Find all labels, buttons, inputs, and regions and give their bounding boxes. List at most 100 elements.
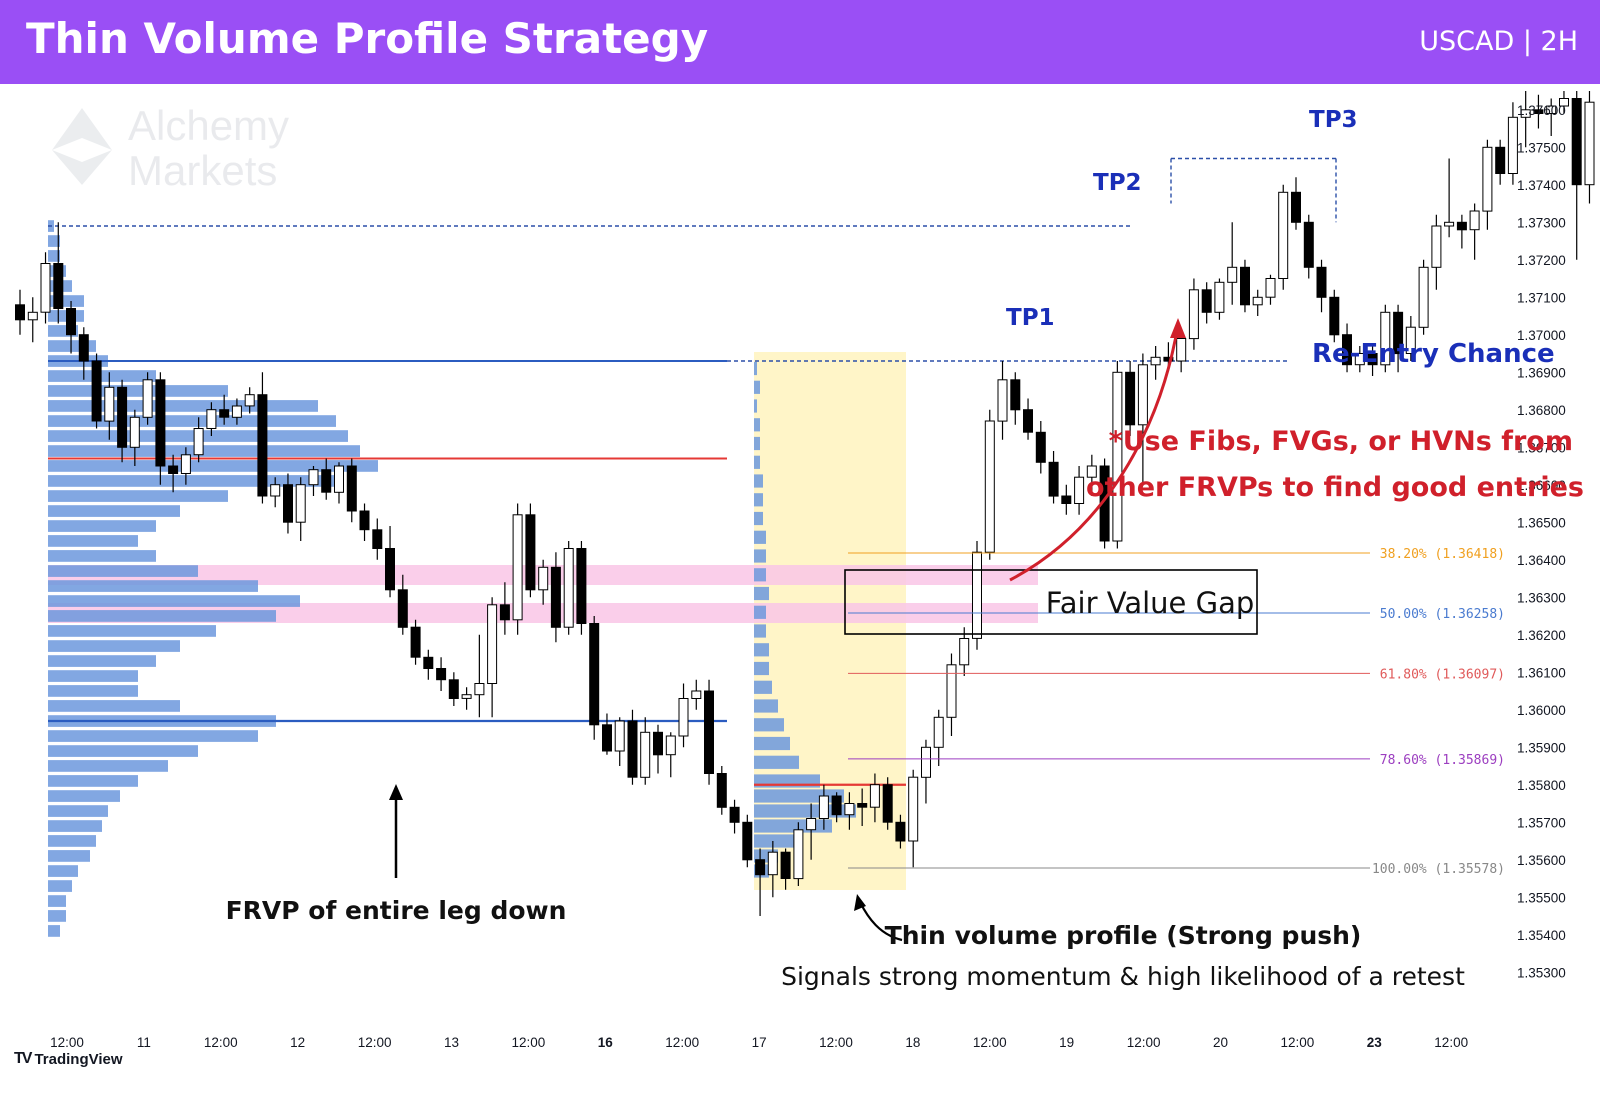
candle-body bbox=[1380, 311, 1391, 366]
candle-body bbox=[308, 469, 319, 486]
candle bbox=[1329, 289, 1340, 343]
candle bbox=[423, 649, 434, 680]
y-tick-label: 1.37400 bbox=[1517, 178, 1566, 193]
frvp-bar bbox=[48, 730, 258, 742]
frvp-bar bbox=[48, 490, 228, 502]
candle bbox=[716, 766, 727, 815]
thin-profile-bar bbox=[754, 643, 769, 657]
thin-profile-bar bbox=[754, 819, 832, 833]
frvp-bar bbox=[48, 880, 72, 892]
candle bbox=[882, 777, 893, 830]
candle-body bbox=[1444, 221, 1455, 227]
candle-body bbox=[1010, 379, 1021, 411]
candle-body bbox=[1252, 296, 1263, 306]
thin-profile-bar bbox=[754, 661, 769, 676]
candle bbox=[53, 222, 64, 324]
frvp-bar bbox=[48, 385, 228, 397]
candle-body bbox=[678, 698, 689, 737]
candle-body bbox=[895, 821, 906, 842]
thin-profile-bar bbox=[754, 789, 844, 803]
candle-body bbox=[933, 716, 944, 748]
candle bbox=[972, 541, 982, 650]
candle-body bbox=[627, 720, 638, 778]
tp2-label: TP2 bbox=[1093, 170, 1142, 196]
candle bbox=[576, 541, 587, 635]
y-tick-label: 1.37600 bbox=[1517, 103, 1566, 118]
candle bbox=[933, 709, 944, 766]
candle-body bbox=[780, 851, 791, 880]
candle-body bbox=[997, 379, 1008, 422]
candle bbox=[563, 541, 574, 635]
x-tick-label: 20 bbox=[1213, 1035, 1228, 1050]
y-tick-label: 1.36500 bbox=[1517, 515, 1566, 530]
x-tick-label: 12:00 bbox=[204, 1035, 238, 1050]
candle-body bbox=[602, 724, 612, 752]
candle-body bbox=[487, 604, 498, 684]
candle bbox=[295, 477, 306, 541]
candle-body bbox=[168, 465, 179, 474]
candle bbox=[117, 379, 128, 463]
candle-body bbox=[972, 551, 982, 639]
candle bbox=[602, 713, 612, 755]
frvp-bar bbox=[48, 850, 90, 862]
candle bbox=[474, 634, 485, 718]
candle bbox=[589, 616, 600, 740]
thin-profile-arrow bbox=[854, 894, 903, 942]
candle-body bbox=[257, 394, 268, 497]
frvp-bar bbox=[48, 370, 156, 382]
candle bbox=[206, 402, 217, 436]
candle bbox=[1074, 466, 1085, 515]
candle-body bbox=[180, 454, 191, 474]
candle bbox=[499, 582, 510, 635]
candle bbox=[729, 799, 740, 834]
thin-profile-bar bbox=[754, 493, 763, 507]
candle bbox=[691, 679, 702, 710]
candle-body bbox=[129, 416, 140, 448]
frvp-bar bbox=[48, 400, 318, 412]
candle-body bbox=[346, 465, 357, 512]
candle bbox=[1559, 91, 1569, 114]
candle bbox=[1023, 398, 1033, 440]
candle-body bbox=[1405, 326, 1416, 355]
x-tick-label: 12 bbox=[290, 1035, 305, 1050]
fvg-box-label: Fair Value Gap bbox=[1046, 586, 1255, 620]
candle-body bbox=[1533, 109, 1544, 115]
candle-body bbox=[1278, 191, 1289, 279]
candle-body bbox=[1291, 191, 1301, 223]
frvp-bar bbox=[48, 325, 78, 337]
candle bbox=[665, 732, 676, 778]
y-tick-label: 1.36700 bbox=[1517, 440, 1566, 455]
candle bbox=[66, 301, 76, 354]
candle bbox=[436, 657, 447, 691]
candle-body bbox=[423, 656, 434, 669]
candle-body bbox=[397, 589, 408, 628]
candle bbox=[1418, 259, 1429, 335]
candle-body bbox=[40, 263, 51, 313]
tp1-label: TP1 bbox=[1006, 305, 1055, 331]
frvp-bar bbox=[48, 580, 258, 592]
candle-body bbox=[755, 859, 766, 876]
candle-body bbox=[1214, 281, 1225, 313]
candle-body bbox=[1546, 105, 1557, 114]
candle bbox=[142, 372, 153, 425]
candle bbox=[1533, 94, 1544, 129]
thin-profile-bar bbox=[754, 568, 766, 582]
candle-body bbox=[959, 638, 970, 666]
tradingview-logo[interactable]: TV TradingView bbox=[14, 1050, 123, 1068]
thin-profile-bar bbox=[754, 834, 799, 848]
x-tick-label: 11 bbox=[137, 1035, 151, 1050]
tip-text: *Use Fibs, FVGs, or HVNs from other FRVP… bbox=[1086, 426, 1584, 503]
candle bbox=[1227, 222, 1238, 305]
frvp-bar bbox=[48, 235, 60, 247]
thin-profile-bar bbox=[754, 804, 856, 818]
candle bbox=[1291, 177, 1301, 230]
candle bbox=[640, 717, 651, 785]
candle-body bbox=[461, 694, 472, 699]
candle bbox=[844, 792, 855, 830]
candle bbox=[997, 361, 1008, 440]
candle bbox=[1137, 353, 1148, 485]
frvp-bar bbox=[48, 565, 198, 577]
candle-body bbox=[1074, 476, 1085, 505]
frvp-bar bbox=[48, 295, 84, 307]
